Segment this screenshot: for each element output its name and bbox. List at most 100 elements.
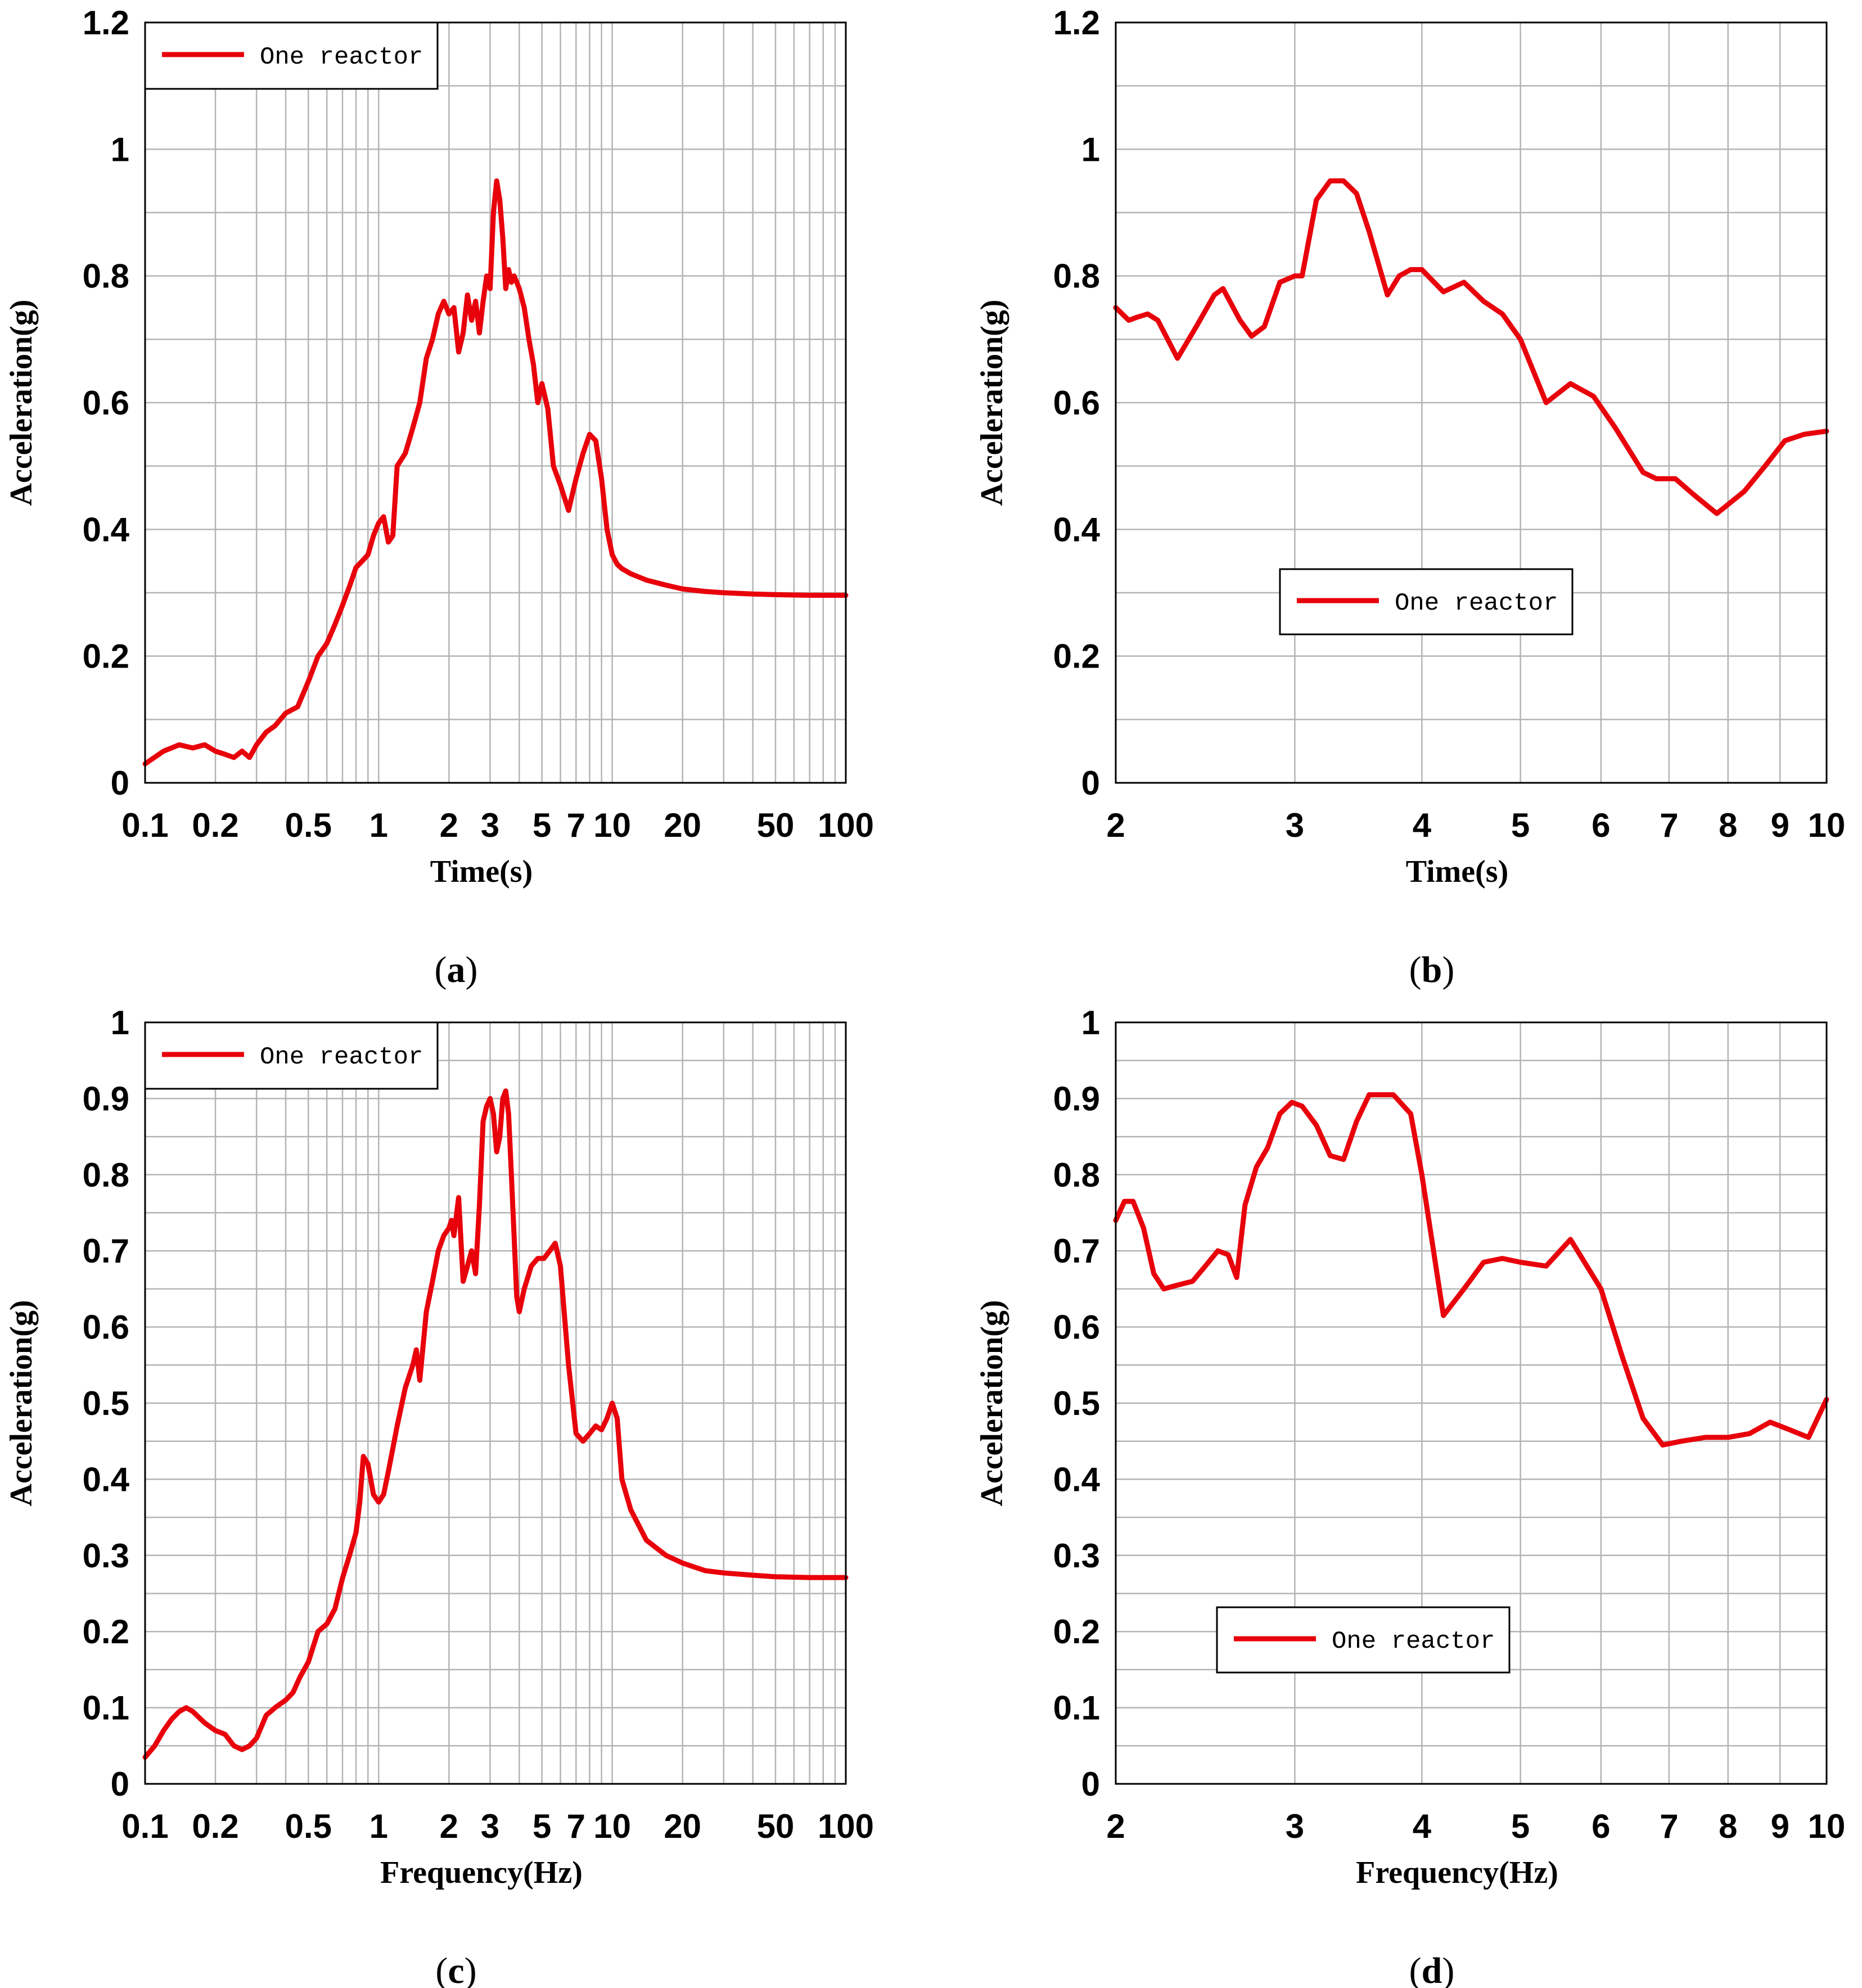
y-tick-label: 0.4 [83,511,130,548]
x-tick-label: 7 [567,1807,585,1845]
legend-d: One reactor [1216,1606,1511,1674]
x-tick-label: 3 [1286,1807,1304,1845]
y-tick-label: 0.4 [1053,1460,1101,1498]
x-tick-label: 3 [481,1807,499,1845]
x-tick-label: 9 [1771,806,1789,844]
y-tick-label: 0.3 [83,1537,129,1575]
y-tick-label: 0.7 [1053,1232,1100,1270]
x-tick-label: 100 [818,1807,874,1845]
y-tick-label: 0.2 [1053,638,1100,675]
x-tick-label: 6 [1592,806,1610,844]
y-tick-label: 1.2 [1053,4,1100,42]
y-tick-label: 0.8 [83,1156,129,1194]
y-tick-label: 0.6 [1053,384,1100,422]
y-tick-label: 0.2 [83,1613,129,1651]
y-tick-label: 0.6 [83,1309,129,1346]
y-tick-label: 0.8 [83,258,129,295]
y-tick-label: 0.8 [1053,258,1100,295]
x-tick-label: 10 [1808,806,1846,844]
caption-a: (a) [435,949,478,990]
y-tick-label: 1 [111,130,129,168]
plot-frame-c [144,1021,847,1785]
x-axis-label: Time(s) [430,854,533,889]
x-tick-label: 10 [593,1807,631,1845]
x-tick-label: 4 [1413,806,1432,844]
x-tick-label: 7 [567,806,585,844]
y-tick-label: 0.3 [1053,1537,1100,1575]
x-tick-label: 3 [1286,806,1304,844]
y-tick-label: 0 [1081,764,1100,802]
caption-b: (b) [1409,949,1455,990]
x-tick-label: 20 [664,806,701,844]
grid-a [144,21,847,784]
x-tick-label: 50 [757,806,795,844]
x-tick-label: 20 [664,1807,701,1845]
caption-d: (d) [1409,1950,1455,1988]
x-axis-label: Frequency(Hz) [380,1855,583,1890]
y-tick-label: 0.2 [1053,1613,1100,1651]
y-tick-label: 0.8 [1053,1156,1100,1194]
y-tick-label: 0.7 [83,1232,129,1270]
panel-c: 0 0.1 0.2 0.3 0.4 0.5 0.6 0.7 0.8 0.9 1 0.1 0.2 0.5 1 2… [4,1004,874,1988]
y-tick-label: 0.4 [1053,511,1101,548]
plot-frame-d [1115,1021,1828,1785]
x-tick-label: 2 [1106,1807,1125,1845]
legend-label: One reactor [1332,1628,1495,1656]
series-line-a [142,178,849,767]
x-tick-label: 8 [1719,806,1737,844]
y-tick-label: 0.5 [83,1385,129,1422]
x-tick-label: 7 [1660,806,1678,844]
x-tick-label: 10 [1808,1807,1846,1845]
x-tick-label: 5 [533,1807,551,1845]
x-tick-label: 5 [1511,806,1530,844]
y-axis-label: Acceleration(g) [4,1300,39,1507]
x-tick-label: 50 [757,1807,795,1845]
x-tick-label: 1 [369,1807,388,1845]
y-tick-label: 0.4 [83,1460,130,1498]
x-tick-label: 7 [1660,1807,1678,1845]
x-axis-label: Frequency(Hz) [1356,1855,1558,1890]
x-tick-label: 6 [1592,1807,1610,1845]
y-tick-label: 1 [1081,130,1100,168]
y-tick-label: 0.9 [1053,1080,1100,1117]
x-tick-label: 10 [593,806,631,844]
y-tick-label: 0.1 [83,1689,129,1727]
x-tick-label: 0.2 [192,1807,238,1845]
y-tick-label: 1.2 [83,4,129,42]
y-tick-label: 0 [111,1765,129,1803]
y-tick-label: 0.5 [1053,1385,1100,1422]
y-tick-label: 1 [1081,1004,1100,1042]
y-tick-label: 0.6 [83,384,129,422]
x-tick-label: 9 [1771,1807,1789,1845]
y-tick-label: 0.9 [83,1080,129,1117]
x-axis-label: Time(s) [1406,854,1509,889]
plot-frame-b [1115,21,1828,784]
x-tick-label: 2 [1106,806,1125,844]
legend-label: One reactor [260,43,423,71]
x-tick-label: 8 [1719,1807,1737,1845]
y-axis-label: Acceleration(g) [975,1300,1009,1507]
y-tick-label: 0.2 [83,638,129,675]
y-tick-label: 0.1 [1053,1689,1100,1727]
x-tick-label: 5 [533,806,551,844]
y-tick-label: 1 [111,1004,129,1042]
x-tick-label: 0.1 [121,1807,168,1845]
y-tick-label: 0.6 [1053,1309,1100,1346]
series-line-c [142,1088,849,1760]
x-tick-label: 2 [440,1807,458,1845]
x-tick-label: 100 [818,806,874,844]
panel-b: 0 0.2 0.4 0.6 0.8 1 1.2 2 3 4 5 6 7 8 9 10 Time(s) Accele… [975,4,1845,990]
legend-label: One reactor [1395,589,1558,617]
x-tick-label: 0.5 [285,1807,332,1845]
legend-label: One reactor [260,1043,423,1071]
legend-a: One reactor [144,21,439,90]
panel-d: 0 0.1 0.2 0.3 0.4 0.5 0.6 0.7 0.8 0.9 1 2 3 4 5 6 7 8 9 10 F… [975,1004,1845,1988]
x-tick-label: 0.1 [121,806,168,844]
x-tick-label: 4 [1413,1807,1432,1845]
y-axis-label: Acceleration(g) [975,300,1009,506]
panel-a: 0 0.2 0.4 0.6 0.8 1 1.2 0.1 0.2 0.5 1 2 3 5 7 10 20 50 100… [4,4,874,990]
series-line-b [1113,178,1829,516]
y-tick-label: 0 [1081,1765,1100,1803]
x-tick-label: 5 [1511,1807,1530,1845]
